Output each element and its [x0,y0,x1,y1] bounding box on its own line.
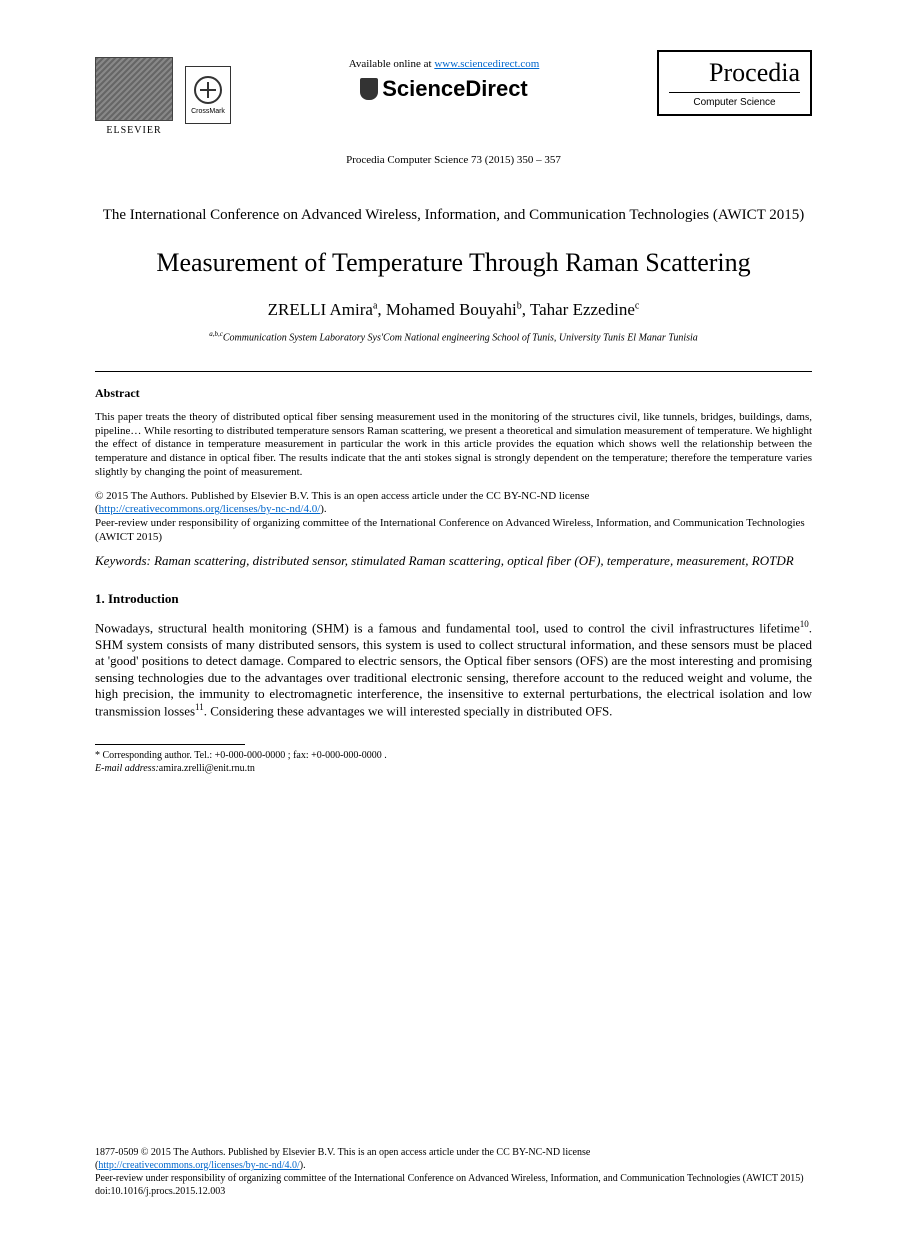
email-label: E-mail address: [95,763,159,774]
footnote-block: * Corresponding author. Tel.: +0-000-000… [95,749,812,775]
citation-line: Procedia Computer Science 73 (2015) 350 … [95,154,812,166]
procedia-rule [669,92,800,93]
available-text: Available online at [349,58,435,70]
footnote-rule [95,744,245,745]
copyright-line2: Peer-review under responsibility of orga… [95,517,805,543]
affiliation: a,b,cCommunication System Laboratory Sys… [95,330,812,343]
corresponding-author: * Corresponding author. Tel.: +0-000-000… [95,749,812,762]
elsevier-logo: ELSEVIER [95,50,173,136]
conference-name: The International Conference on Advanced… [95,206,812,226]
sciencedirect-icon [360,78,378,100]
footer-doi: doi:10.1016/j.procs.2015.12.003 [95,1186,225,1197]
sciencedirect-link[interactable]: www.sciencedirect.com [434,58,539,70]
crossmark-label: CrossMark [191,108,225,115]
abstract-text: This paper treats the theory of distribu… [95,411,812,480]
footer-license-link[interactable]: http://creativecommons.org/licenses/by-n… [98,1160,299,1171]
header-row: ELSEVIER CrossMark Available online at w… [95,50,812,136]
abstract-heading: Abstract [95,386,812,401]
left-logos: ELSEVIER CrossMark [95,50,231,136]
sciencedirect-brand: ScienceDirect [360,76,528,102]
available-online: Available online at www.sciencedirect.co… [231,58,657,70]
intro-text: Nowadays, structural health monitoring (… [95,619,812,719]
crossmark-badge[interactable]: CrossMark [185,66,231,124]
rule-top [95,371,812,372]
sciencedirect-label: ScienceDirect [382,76,528,102]
intro-heading: 1. Introduction [95,591,812,607]
procedia-title: Procedia [669,58,800,88]
footer-issn: 1877-0509 © 2015 The Authors. Published … [95,1147,590,1158]
elsevier-label: ELSEVIER [106,125,161,136]
keywords: Keywords: Raman scattering, distributed … [95,553,812,570]
procedia-subtitle: Computer Science [669,97,800,108]
footer-peer-review: Peer-review under responsibility of orga… [95,1173,804,1184]
copyright-block: © 2015 The Authors. Published by Elsevie… [95,490,812,545]
procedia-box: Procedia Computer Science [657,50,812,116]
email-address: amira.zrelli@enit.rnu.tn [159,763,255,774]
elsevier-tree-icon [95,57,173,121]
copyright-line1: © 2015 The Authors. Published by Elsevie… [95,490,589,502]
authors: ZRELLI Amiraa, Mohamed Bouyahib, Tahar E… [95,300,812,320]
paper-title: Measurement of Temperature Through Raman… [95,248,812,278]
crossmark-icon [194,76,222,104]
center-header: Available online at www.sciencedirect.co… [231,50,657,105]
license-link[interactable]: http://creativecommons.org/licenses/by-n… [99,503,321,515]
footer: 1877-0509 © 2015 The Authors. Published … [95,1146,812,1198]
